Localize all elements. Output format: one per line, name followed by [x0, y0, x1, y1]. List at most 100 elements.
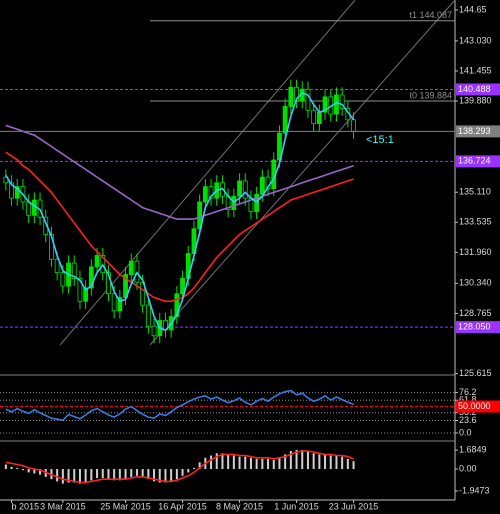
- candle-body: [151, 325, 157, 337]
- candle-body: [83, 287, 89, 302]
- target-label: t0 139.884: [409, 90, 452, 100]
- channel-line: [149, 0, 456, 346]
- y-tick-label: 76.2: [459, 387, 477, 397]
- y-tick-label: 139.880: [459, 95, 492, 105]
- candle-body: [77, 277, 83, 302]
- histogram-bar: [181, 469, 184, 476]
- level-label: 50.0000: [458, 401, 491, 411]
- histogram-bar: [39, 469, 42, 475]
- level-label: 128.050: [458, 321, 491, 331]
- candle-body: [334, 94, 339, 115]
- x-tick-label: 23 Jun 2015: [329, 501, 379, 511]
- series-line: [5, 450, 354, 484]
- candle-body: [60, 272, 66, 287]
- histogram-bar: [118, 469, 121, 481]
- x-tick-label: 8 May 2015: [216, 501, 263, 511]
- y-tick-label: 144.65: [459, 4, 487, 14]
- y-tick-label: -1.9473: [459, 485, 490, 495]
- histogram-bar: [147, 469, 150, 480]
- histogram-bar: [113, 469, 116, 481]
- candle-body: [9, 182, 14, 199]
- candle-body: [26, 201, 32, 216]
- candle-body: [174, 293, 180, 317]
- histogram-bar: [261, 458, 264, 470]
- candle-body: [237, 180, 242, 197]
- histogram-bar: [101, 469, 104, 479]
- histogram-bar: [153, 469, 156, 482]
- candle-body: [180, 277, 185, 295]
- candle-body: [54, 258, 60, 274]
- histogram-bar: [192, 467, 195, 470]
- histogram-bar: [232, 455, 235, 470]
- histogram-bar: [67, 469, 70, 483]
- histogram-bar: [352, 461, 355, 470]
- level-label-box: [456, 83, 500, 96]
- x-tick-label: 1 Jun 2015: [274, 501, 319, 511]
- level-label: 136.724: [458, 156, 491, 166]
- candle-body: [288, 86, 294, 107]
- histogram-bar: [130, 469, 133, 477]
- y-tick-label: 61.8: [459, 395, 477, 405]
- y-tick-label: 125.615: [459, 368, 492, 378]
- histogram-bar: [90, 469, 93, 481]
- candle-body: [339, 94, 345, 109]
- series-line: [5, 124, 354, 220]
- candle-body: [322, 96, 328, 113]
- y-tick-label: 130.340: [459, 278, 492, 288]
- histogram-bar: [312, 453, 315, 470]
- histogram-bar: [107, 469, 110, 480]
- candle-body: [71, 262, 77, 279]
- candle-body: [117, 297, 123, 312]
- y-tick-label: 135.110: [459, 187, 491, 197]
- candle-body: [282, 106, 288, 134]
- series-line: [5, 92, 355, 331]
- histogram-bar: [84, 469, 87, 483]
- candle-body: [31, 199, 37, 216]
- x-tick-label: 16 Apr 2015: [158, 501, 207, 511]
- candle-body: [88, 266, 94, 289]
- histogram-bar: [289, 451, 292, 470]
- histogram-bar: [124, 469, 127, 480]
- series-line: [5, 151, 354, 303]
- candle-body: [316, 111, 322, 125]
- histogram-bar: [318, 454, 321, 470]
- candle-body: [14, 186, 20, 199]
- histogram-bar: [73, 469, 76, 483]
- candle-body: [128, 260, 134, 275]
- candle-body: [111, 293, 117, 312]
- level-label-box: [456, 400, 500, 413]
- histogram-bar: [306, 451, 309, 470]
- candle-body: [197, 201, 203, 230]
- level-label-box: [456, 155, 500, 168]
- level-label: 140.488: [458, 84, 491, 94]
- y-tick-label: 133.535: [459, 217, 492, 227]
- ratio-label: <15:1: [366, 134, 394, 146]
- histogram-bar: [272, 460, 275, 470]
- histogram-bar: [210, 455, 213, 470]
- histogram-bar: [4, 464, 7, 470]
- histogram-bar: [278, 457, 281, 470]
- level-label: 138.293: [458, 126, 491, 136]
- y-tick-label: 143.030: [459, 35, 492, 45]
- candle-body: [311, 109, 317, 125]
- histogram-bar: [56, 469, 59, 482]
- histogram-bar: [249, 457, 252, 470]
- y-tick-label: 141.455: [459, 65, 492, 75]
- histogram-bar: [227, 454, 230, 470]
- candle-body: [106, 272, 111, 295]
- candle-body: [305, 88, 311, 111]
- x-tick-label: 3 Mar 2015: [40, 501, 86, 511]
- series-line: [5, 389, 354, 422]
- histogram-bar: [238, 456, 241, 470]
- histogram-bar: [141, 469, 144, 477]
- histogram-bar: [164, 469, 167, 483]
- histogram-bar: [96, 469, 99, 479]
- candle-body: [202, 186, 208, 203]
- histogram-bar: [187, 469, 190, 473]
- histogram-bar: [21, 469, 24, 471]
- target-label: t1 144.087: [409, 10, 452, 20]
- histogram-bar: [346, 458, 349, 470]
- candle-body: [145, 304, 151, 327]
